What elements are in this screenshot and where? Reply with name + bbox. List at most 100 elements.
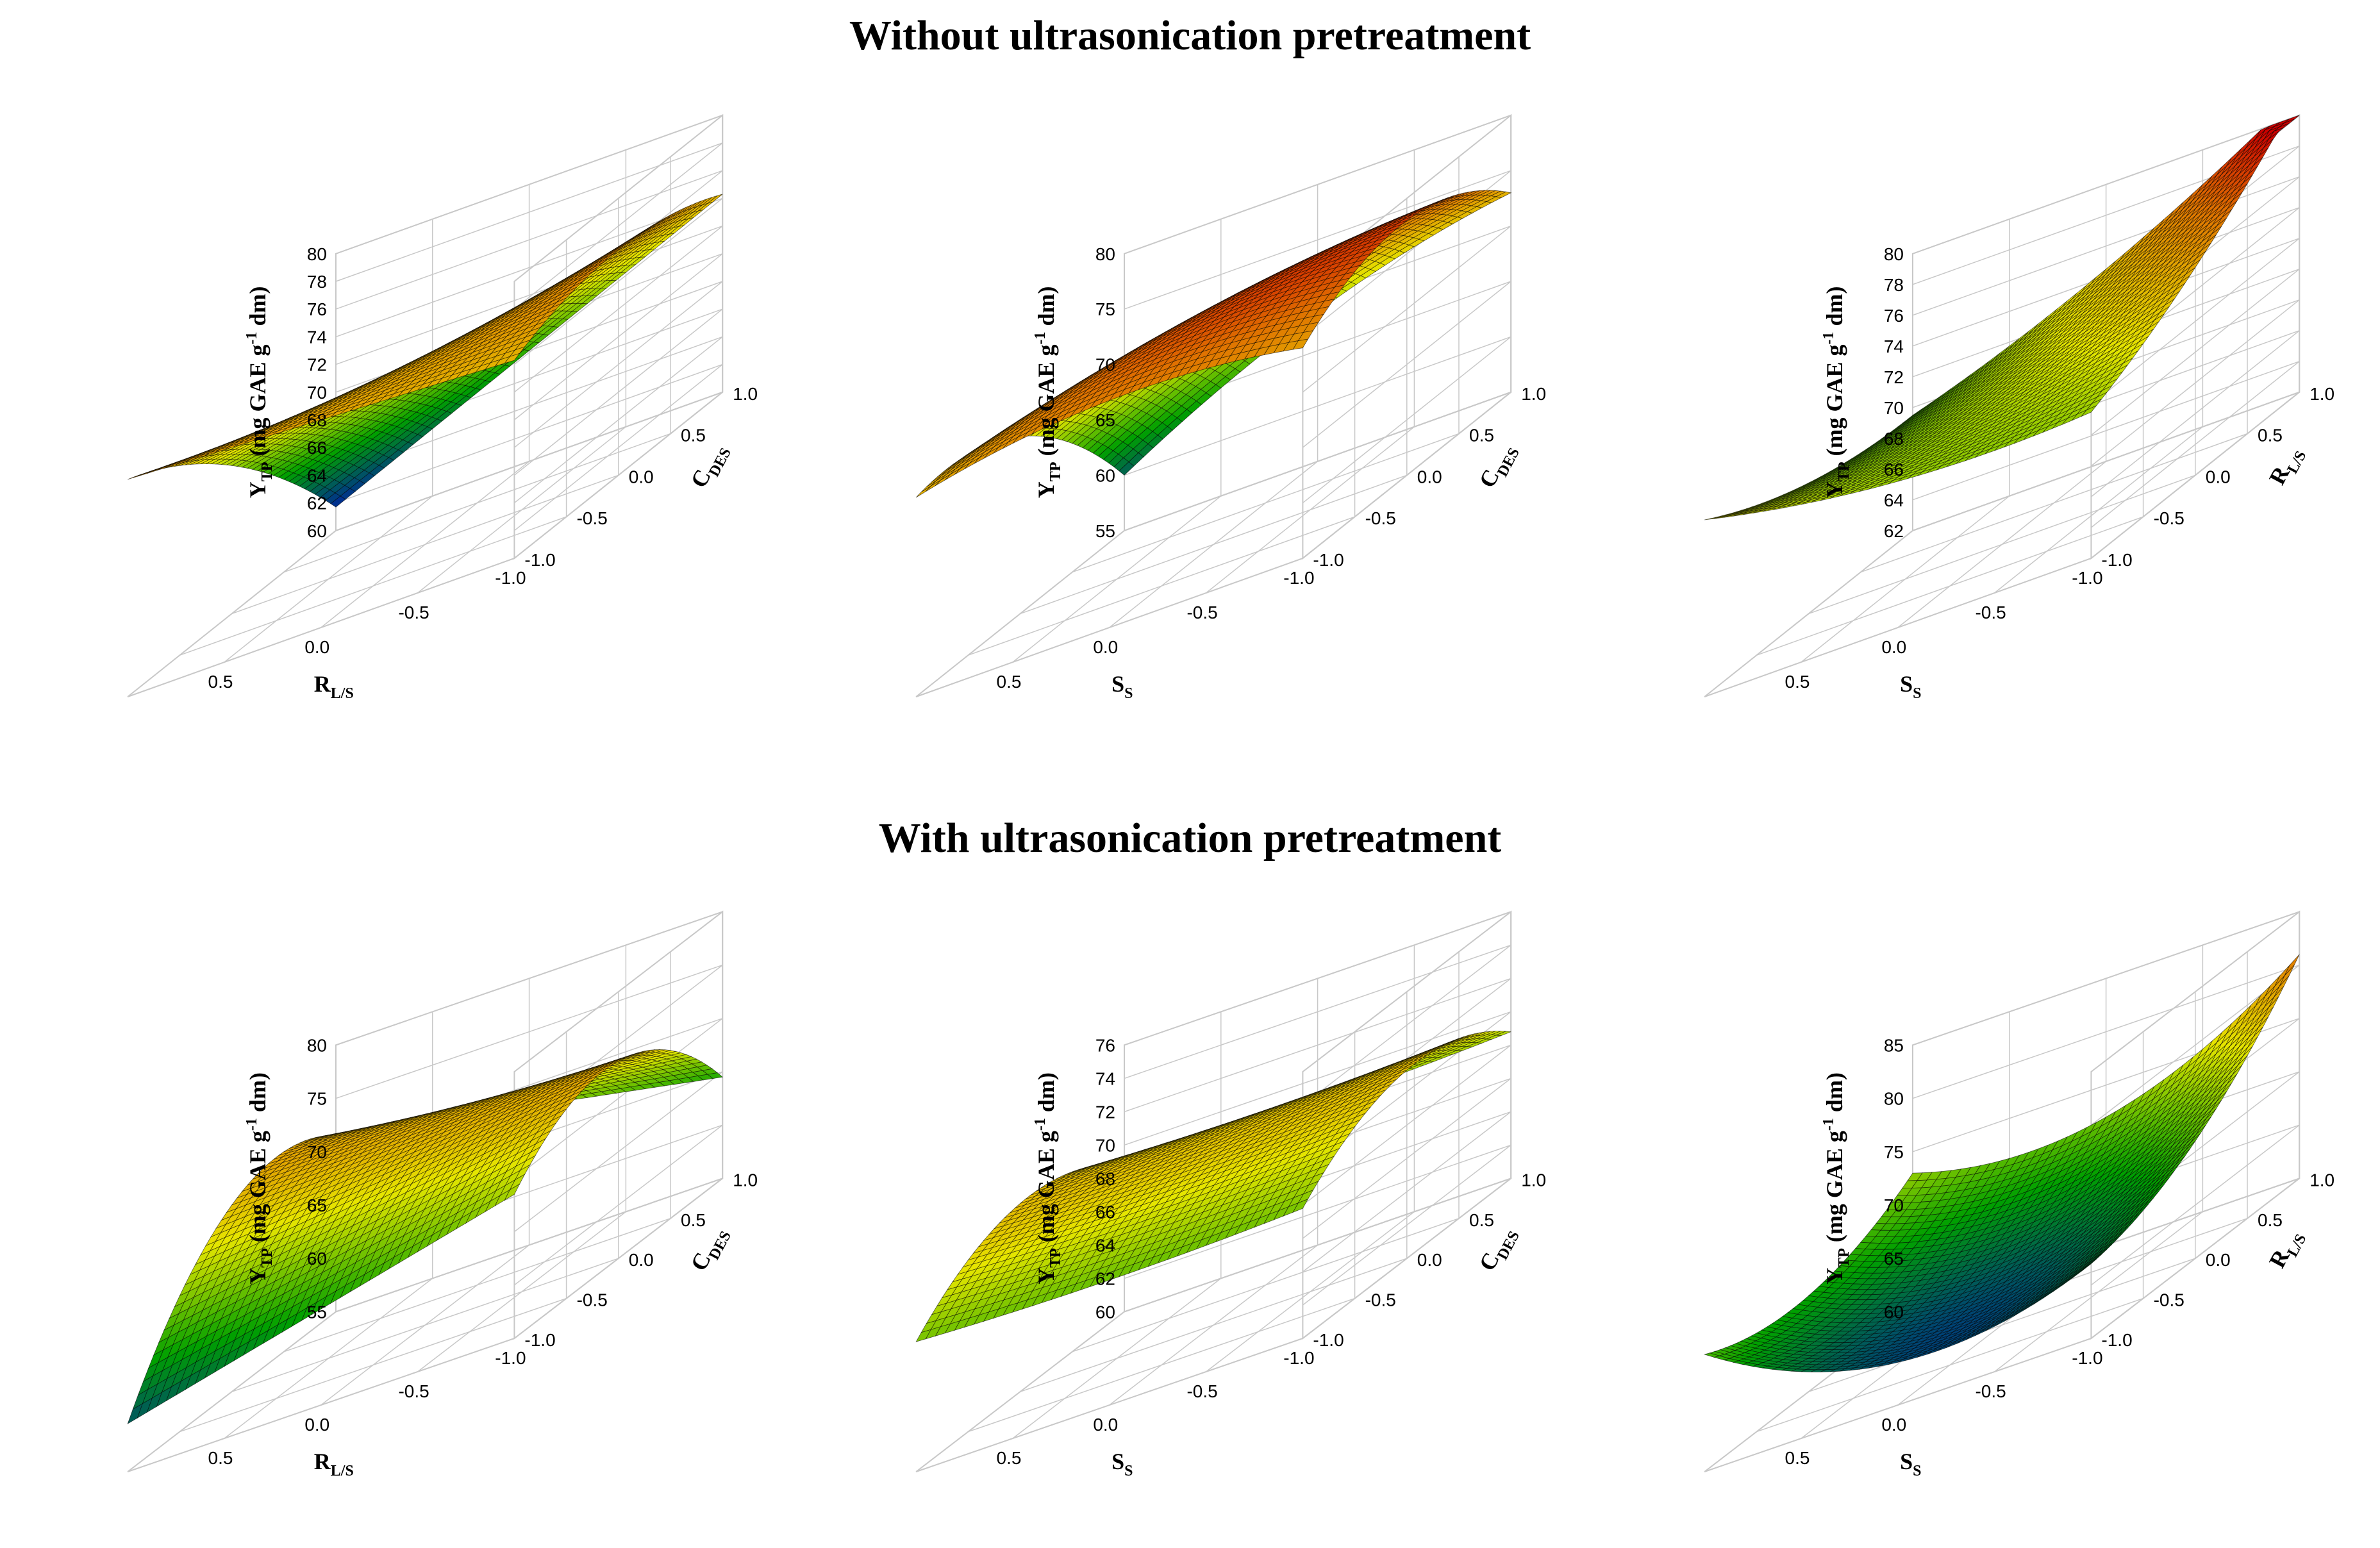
- x-tick-label: -0.5: [1975, 603, 2006, 622]
- y-tick-label: -0.5: [577, 508, 608, 528]
- y-tick-label: 1.0: [1521, 384, 1546, 404]
- y-grid-line: [1020, 198, 1408, 615]
- y-tick-label: 1.0: [733, 384, 758, 404]
- x-tick-label: -1.0: [2072, 568, 2102, 588]
- y-grid-line: [1124, 115, 1511, 531]
- surface-cell: [504, 353, 520, 364]
- surface-plot-without-rls-cdes: 60 62 64 66 68 70 72 74 76 78 80 0.5 0.0 -0.5 -1.0 -1.0…: [38, 74, 782, 766]
- z-tick-label: 78: [1884, 275, 1904, 295]
- y-tick-label: -1.0: [2101, 550, 2132, 570]
- z-tick-label: 66: [1884, 460, 1904, 479]
- response-surface: [915, 190, 1512, 498]
- y-grid-line: [968, 240, 1356, 656]
- y-grid-line: [1072, 156, 1460, 573]
- tick-labels: 626466687072747678800.50.0-0.5-1.0-1.0-0…: [1785, 244, 2335, 692]
- z-tick-label: 80: [1884, 244, 1904, 264]
- z-tick-label: 60: [1095, 465, 1115, 485]
- z-tick-label: 65: [1095, 410, 1115, 430]
- surface-cell: [915, 485, 931, 498]
- y-axis-label: CDES: [1474, 438, 1523, 494]
- surface-plot-without-ss-rls: 62 64 66 68 70 72 74 76 78 80 0.5 0.0 -0.5 -1.0 -1.0 -0…: [1615, 74, 2359, 766]
- z-tick-label: 74: [1884, 337, 1904, 356]
- surface-svg: 626466687072747678800.50.0-0.5-1.0-1.0-0…: [1704, 113, 2335, 702]
- z-tick-label: 76: [307, 299, 327, 319]
- z-tick-label: 74: [307, 327, 327, 347]
- y-grid-line: [1808, 198, 2196, 615]
- y-tick-label: 0.5: [1469, 426, 1494, 445]
- z-tick-label: 76: [1884, 306, 1904, 326]
- x-tick-label: -0.5: [1186, 603, 1217, 622]
- response-surface: [1704, 115, 2300, 520]
- z-tick-label: 64: [1884, 490, 1904, 510]
- y-grid-line: [335, 115, 723, 531]
- y-tick-label: -1.0: [524, 550, 555, 570]
- y-tick-label: 1.0: [2309, 384, 2334, 404]
- x-axis-label: SS: [1900, 671, 1921, 702]
- y-tick-label: 0.0: [2206, 467, 2231, 487]
- z-tick-label: 64: [307, 465, 327, 485]
- z-tick-label: 70: [1095, 355, 1115, 375]
- z-tick-label: 70: [1884, 398, 1904, 418]
- y-axis-label: RL/S: [2264, 442, 2310, 491]
- x-tick-label: -1.0: [1283, 568, 1314, 588]
- x-tick-label: 0.0: [1881, 637, 1906, 657]
- y-grid-line: [179, 240, 567, 656]
- tick-labels: 60 62 64 66 68 70 72 74 76 78 80 0.5 0.0 -0.5 -1.0-1.0…: [208, 244, 758, 692]
- z-tick-label: 60: [307, 521, 327, 541]
- z-tick-label: 75: [1095, 299, 1115, 319]
- x-axis-label: RL/S: [314, 671, 354, 702]
- z-axis-label: YTP (mg GAE g-1 dm): [244, 286, 276, 498]
- y-grid-line: [915, 281, 1304, 697]
- response-surface: [128, 194, 723, 508]
- z-axis-label: YTP (mg GAE g-1 dm): [1032, 286, 1064, 498]
- z-tick-label: 62: [1884, 521, 1904, 541]
- tick-labels: 55 60 65 70 75 80 0.5 0.0 -0.5 -1.0-1.0 -0.5 0.0 0.5…: [997, 244, 1547, 692]
- y-tick-label: -0.5: [2154, 508, 2184, 528]
- z-tick-label: 66: [307, 438, 327, 458]
- surface-svg: 60 62 64 66 68 70 72 74 76 78 80 0.5 0.0 -0.5 -1.0-1.0…: [127, 113, 758, 702]
- y-grid-line: [231, 198, 619, 615]
- y-tick-label: -1.0: [1313, 550, 1344, 570]
- y-grid-line: [1860, 156, 2248, 573]
- surface-plot-with-rls-cdes: 55 60 65 70 75 80 0.5 0.0 -0.5 -1.0 -1.0 -0.5 0.0 0.5…: [38, 872, 782, 1538]
- x-tick-label: 0.5: [997, 672, 1022, 692]
- y-grid-line: [283, 951, 671, 1352]
- z-tick-label: 70: [307, 383, 327, 403]
- surface-svg: 5560657075800.50.0-0.5-1.0-1.0-0.50.00.5…: [127, 910, 758, 1479]
- z-tick-label: 72: [307, 355, 327, 375]
- section-title-without-ultrasonication: Without ultrasonication pretreatment: [849, 12, 1531, 59]
- y-tick-label: 0.0: [1417, 467, 1442, 487]
- section-title-with-ultrasonication: With ultrasonication pretreatment: [878, 815, 1502, 861]
- surface-cell: [2081, 405, 2097, 417]
- axes-box: [127, 113, 724, 697]
- x-tick-label: 0.0: [1093, 637, 1118, 657]
- z-tick-label: 78: [307, 272, 327, 292]
- response-surface: [127, 1049, 724, 1425]
- x-axis-label: SS: [1111, 671, 1133, 702]
- z-tick-label: 62: [307, 494, 327, 513]
- y-tick-label: -0.5: [1365, 508, 1396, 528]
- y-tick-label: 0.0: [629, 467, 654, 487]
- z-tick-label: 55: [1095, 521, 1115, 541]
- y-grid-line: [179, 1031, 567, 1433]
- z-tick-label: 80: [1095, 244, 1115, 264]
- y-grid-line: [283, 156, 671, 573]
- z-axis-label: YTP (mg GAE g-1 dm): [1820, 286, 1852, 498]
- x-tick-label: 0.0: [304, 637, 329, 657]
- z-tick-label: 80: [307, 244, 327, 264]
- x-tick-label: -0.5: [398, 603, 429, 622]
- y-grid-line: [335, 911, 723, 1313]
- y-tick-label: 0.5: [2258, 426, 2283, 445]
- y-grid-line: [1912, 115, 2300, 531]
- y-tick-label: 0.5: [681, 426, 706, 445]
- x-tick-label: 0.5: [208, 672, 233, 692]
- surface-svg: 55 60 65 70 75 80 0.5 0.0 -0.5 -1.0-1.0 -0.5 0.0 0.5…: [915, 113, 1547, 702]
- x-tick-label: 0.5: [1785, 672, 1810, 692]
- z-tick-label: 68: [1884, 429, 1904, 449]
- surface-cell: [1292, 338, 1309, 350]
- y-axis-label: CDES: [685, 438, 735, 494]
- z-tick-label: 68: [307, 410, 327, 430]
- surface-plot-without-ss-cdes: 55 60 65 70 75 80 0.5 0.0 -0.5 -1.0 -1.0 -0.5 0.0 0.5…: [827, 74, 1570, 766]
- x-tick-label: -1.0: [495, 568, 526, 588]
- y-grid-line: [127, 281, 515, 697]
